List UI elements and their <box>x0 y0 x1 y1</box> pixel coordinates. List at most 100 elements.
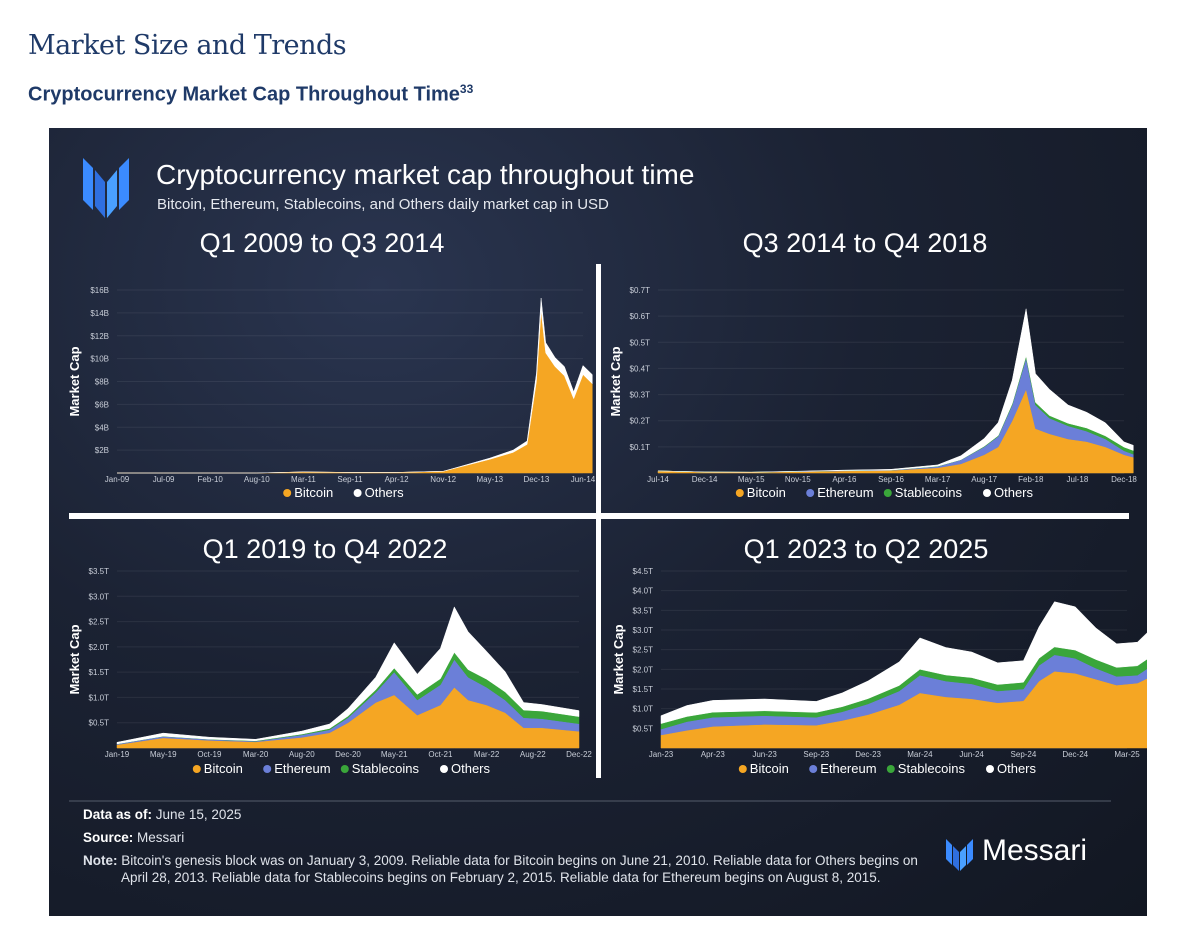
y-tick-label: $16B <box>90 286 109 295</box>
legend-swatch-others <box>353 489 362 497</box>
brand-name: Messari <box>982 834 1088 867</box>
y-tick-label: $0.3T <box>630 391 651 400</box>
x-tick-label: Mar-11 <box>291 475 316 484</box>
y-axis-label: Market Cap <box>611 624 626 694</box>
y-tick-label: $1.5T <box>633 685 654 694</box>
x-tick-label: Apr-12 <box>385 475 410 484</box>
legend-swatch-bitcoin <box>192 765 201 773</box>
y-tick-label: $0.5T <box>89 719 110 728</box>
x-tick-label: Sep-16 <box>878 475 904 484</box>
footnote-ref[interactable]: 33 <box>459 82 474 96</box>
vertical-divider <box>596 264 601 778</box>
legend-label: Others <box>997 761 1037 776</box>
x-tick-label: Dec-20 <box>335 750 361 759</box>
chart-2: Q3 2014 to Q4 2018 Market Cap $0.1T $0.2T $0… <box>608 228 1137 500</box>
x-tick-label: Feb-18 <box>1018 475 1044 484</box>
legend-label: Others <box>451 761 491 776</box>
data-as-of: Data as of: June 15, 2025 <box>83 807 241 822</box>
y-tick-label: $0.1T <box>630 443 651 452</box>
x-tick-label: Mar-22 <box>474 750 500 759</box>
chart-4: Q1 2023 to Q2 2025 Market Cap $0.5T $1.0T $1… <box>611 534 1147 776</box>
x-tick-label: Apr-16 <box>832 475 857 484</box>
y-tick-label: $3.0T <box>89 592 110 601</box>
legend-label: Ethereum <box>820 761 876 776</box>
y-tick-label: $3.5T <box>633 606 654 615</box>
x-tick-label: Mar-24 <box>907 750 933 759</box>
x-tick-label: Dec-18 <box>1111 475 1137 484</box>
series-area-others <box>117 297 593 474</box>
x-tick-label: Aug-17 <box>971 475 997 484</box>
legend-label: Bitcoin <box>204 761 243 776</box>
y-tick-label: $3.0T <box>633 626 654 635</box>
charts-layer: Q1 2009 to Q3 2014 Market Cap $2B $4B $6B $8B… <box>67 228 1147 776</box>
series-area-others <box>116 606 580 745</box>
y-tick-label: $2.0T <box>633 665 654 674</box>
x-tick-label: Sep-23 <box>803 750 829 759</box>
y-tick-label: $4B <box>95 423 109 432</box>
infographic-panel: Cryptocurrency market cap throughout tim… <box>49 128 1147 916</box>
legend-swatch-bitcoin <box>735 489 744 497</box>
y-tick-label: $12B <box>90 332 109 341</box>
legend-swatch-bitcoin <box>283 489 292 497</box>
y-tick-label: $8B <box>95 378 109 387</box>
x-tick-label: Nov-12 <box>430 475 456 484</box>
page-title: Market Size and Trends <box>28 30 347 61</box>
x-tick-label: Aug-22 <box>520 750 546 759</box>
x-tick-label: Dec-14 <box>692 475 718 484</box>
messari-brand-logo-icon <box>946 839 973 871</box>
y-tick-label: $10B <box>90 355 109 364</box>
x-tick-label: May-15 <box>738 475 765 484</box>
y-tick-label: $14B <box>90 309 109 318</box>
x-tick-label: Dec-24 <box>1062 750 1088 759</box>
y-axis-label: Market Cap <box>67 346 82 416</box>
page-subtitle: Cryptocurrency Market Cap Throughout Tim… <box>28 82 473 107</box>
source-label: Source: <box>83 830 134 845</box>
legend-label: Others <box>994 485 1034 500</box>
note-label: Note: <box>83 853 118 868</box>
y-tick-label: $4.0T <box>633 587 654 596</box>
legend-swatch-ethereum <box>263 765 272 773</box>
x-tick-label: Dec-13 <box>524 475 550 484</box>
series-area-others <box>657 308 1134 473</box>
x-tick-label: Jun-14 <box>571 475 596 484</box>
note-block: Note: Bitcoin's genesis block was on Jan… <box>83 852 943 886</box>
x-tick-label: May-19 <box>150 750 177 759</box>
legend-label: Ethereum <box>817 485 873 500</box>
x-tick-label: Jan-09 <box>105 475 130 484</box>
legend-swatch-stablecoins <box>340 765 349 773</box>
x-tick-label: May-13 <box>476 475 503 484</box>
infographic-subtitle: Bitcoin, Ethereum, Stablecoins, and Othe… <box>157 196 609 213</box>
x-tick-label: Apr-23 <box>701 750 726 759</box>
infographic-title: Cryptocurrency market cap throughout tim… <box>156 159 694 190</box>
y-tick-label: $4.5T <box>633 567 654 576</box>
messari-logo-icon <box>83 158 129 218</box>
brand: Messari <box>944 834 1087 868</box>
x-tick-label: Jul-09 <box>153 475 175 484</box>
legend-label: Bitcoin <box>750 761 789 776</box>
y-tick-label: $2.5T <box>89 618 110 627</box>
source: Source: Messari <box>83 830 184 845</box>
y-tick-label: $1.0T <box>89 693 110 702</box>
x-tick-label: Jun-24 <box>959 750 984 759</box>
chart-title: Q1 2009 to Q3 2014 <box>200 228 445 258</box>
horizontal-divider <box>69 513 1129 519</box>
series-area-bitcoin <box>117 310 593 474</box>
note-text: Bitcoin's genesis block was on January 3… <box>121 853 918 885</box>
y-tick-label: $0.5T <box>633 724 654 733</box>
legend-label: Ethereum <box>274 761 330 776</box>
x-tick-label: Jun-23 <box>752 750 777 759</box>
y-tick-label: $0.4T <box>630 364 651 373</box>
legend-swatch-ethereum <box>809 765 818 773</box>
x-tick-label: Mar-17 <box>925 475 951 484</box>
legend-swatch-others <box>983 489 991 497</box>
y-tick-label: $0.7T <box>630 286 651 295</box>
legend-label: Stablecoins <box>895 485 963 500</box>
x-tick-label: Dec-23 <box>855 750 881 759</box>
x-tick-label: Oct-21 <box>428 750 453 759</box>
y-tick-label: $1.0T <box>633 705 654 714</box>
chart-title: Q3 2014 to Q4 2018 <box>743 228 988 258</box>
x-tick-label: May-21 <box>381 750 408 759</box>
legend-swatch-others <box>440 765 448 773</box>
legend-label: Stablecoins <box>352 761 420 776</box>
x-tick-label: Jan-19 <box>105 750 130 759</box>
